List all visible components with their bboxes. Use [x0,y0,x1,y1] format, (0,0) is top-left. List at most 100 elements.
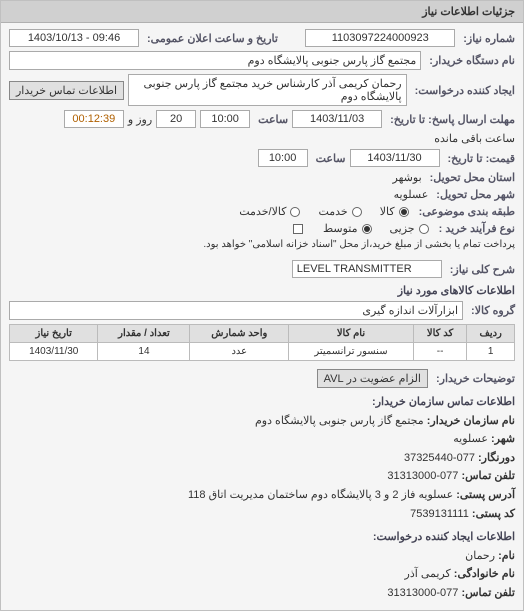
radio-icon [290,207,300,217]
type-goods-service-radio[interactable]: کالا/خدمت [239,205,302,218]
phone-label: تلفن تماس: [461,470,515,482]
city-value: عسلویه [453,433,488,445]
subject-field: LEVEL TRANSMITTER [292,260,442,278]
phone-line: تلفن تماس: 077-31313000 [9,468,515,486]
postal-value: 7539131111 [410,508,469,520]
process-small-radio[interactable]: جزیی [390,222,431,235]
postal-line: کد پستی: 7539131111 [9,506,515,524]
days-suffix: روز و [128,113,152,126]
col-code: کد کالا [413,325,467,343]
contact-buyer-button[interactable]: اطلاعات تماس خریدار [9,81,124,100]
type-service-text: خدمت [318,205,347,218]
type-goods-service-text: کالا/خدمت [239,205,286,218]
creator-lastname-value: کریمی آذر [405,568,451,580]
deadline-time-field: 10:00 [200,110,250,128]
address-value: عسلویه فاز 2 و 3 پالایشگاه دوم ساختمان م… [188,489,453,501]
process-note: پرداخت تمام یا بخشی از مبلغ خرید،از محل … [203,239,515,250]
buyer-dev-field: مجتمع گاز پارس جنوبی پالایشگاه دوم [9,51,421,70]
hour-label-1: ساعت [258,113,288,126]
type-service-radio[interactable]: خدمت [318,205,363,218]
deadline-label: مهلت ارسال پاسخ: تا تاریخ: [390,113,515,126]
row-price-until: قیمت: تا تاریخ: 1403/11/30 ساعت 10:00 [9,149,515,167]
fax-line: دورنگار: 077-37325440 [9,450,515,468]
fax-value: 077-37325440 [404,452,475,464]
creator-info-title: اطلاعات ایجاد کننده درخواست: [9,529,515,547]
announce-field: 09:46 - 1403/10/13 [9,29,139,47]
cell-code: -- [413,343,467,361]
hour-label-2: ساعت [316,152,346,165]
col-qty: تعداد / مقدار [98,325,190,343]
row-buyer-notes: توضیحات خریدار: الزام عضویت در AVL [9,369,515,388]
days-remaining-field: 20 [156,110,196,128]
contact-info-block: اطلاعات تماس سازمان خریدار: نام سازمان خ… [9,394,515,603]
col-index: ردیف [467,325,515,343]
row-delivery-city: شهر محل تحویل: عسلویه [9,188,515,201]
delivery-state-label: استان محل تحویل: [430,171,515,184]
subject-label: شرح کلی نیاز: [450,263,515,276]
creator-label: ایجاد کننده درخواست: [415,84,515,97]
col-date: تاریخ نیاز [10,325,98,343]
radio-icon [399,207,409,217]
city-label: شهر: [491,433,515,445]
address-label: آدرس پستی: [456,489,515,501]
panel-title: جزئیات اطلاعات نیاز [1,1,523,23]
form-content: شماره نیاز: 1103097224000923 تاریخ و ساع… [1,23,523,610]
price-until-label: قیمت: تا تاریخ: [448,152,515,165]
creator-phone-label: تلفن تماس: [461,587,515,599]
row-process: نوع فرآیند خرید : جزیی متوسط پرداخت تمام… [9,222,515,250]
contact-info-title: اطلاعات تماس سازمان خریدار: [9,394,515,412]
type-label: طبقه بندی موضوعی: [419,205,515,218]
countdown-field: 00:12:39 [64,110,124,128]
process-medium-radio[interactable]: متوسط [323,222,374,235]
city-line: شهر: عسلویه [9,431,515,449]
org-name-value: مجتمع گاز پارس جنوبی پالایشگاه دوم [255,415,424,427]
org-name-line: نام سازمان خریدار: مجتمع گاز پارس جنوبی … [9,413,515,431]
org-name-label: نام سازمان خریدار: [427,415,515,427]
announce-label: تاریخ و ساعت اعلان عمومی: [147,32,278,45]
deadline-date-field: 1403/11/03 [292,110,382,128]
row-subject: شرح کلی نیاز: LEVEL TRANSMITTER [9,260,515,278]
delivery-state-value: بوشهر [393,171,422,184]
address-line: آدرس پستی: عسلویه فاز 2 و 3 پالایشگاه دو… [9,487,515,505]
postal-label: کد پستی: [472,508,515,520]
avl-membership-button[interactable]: الزام عضویت در AVL [317,369,428,388]
delivery-city-value: عسلویه [394,188,429,201]
row-type: طبقه بندی موضوعی: کالا خدمت کالا/خدمت [9,205,515,218]
table-row: 1 -- سنسور ترانسمیتر عدد 14 1403/11/30 [10,343,515,361]
process-small-text: جزیی [390,222,415,235]
row-creator: ایجاد کننده درخواست: رحمان کریمی آذر کار… [9,74,515,106]
row-group: گروه کالا: ابزارآلات اندازه گیری [9,301,515,320]
col-name: نام کالا [289,325,414,343]
creator-name-value: رحمان [465,550,495,562]
group-label: گروه کالا: [471,304,515,317]
process-medium-text: متوسط [323,222,358,235]
items-table: ردیف کد کالا نام کالا واحد شمارش تعداد /… [9,324,515,361]
phone-value: 077-31313000 [387,470,458,482]
buyer-dev-label: نام دستگاه خریدار: [429,54,515,67]
type-goods-text: کالا [380,205,395,218]
table-header-row: ردیف کد کالا نام کالا واحد شمارش تعداد /… [10,325,515,343]
creator-name-line: نام: رحمان [9,548,515,566]
fax-label: دورنگار: [478,452,515,464]
group-field: ابزارآلات اندازه گیری [9,301,463,320]
creator-lastname-label: نام خانوادگی: [454,568,515,580]
radio-icon [362,224,372,234]
delivery-city-label: شهر محل تحویل: [436,188,515,201]
cell-unit: عدد [190,343,289,361]
items-section-title: اطلاعات کالاهای مورد نیاز [9,284,515,297]
cell-name: سنسور ترانسمیتر [289,343,414,361]
row-request-no: شماره نیاز: 1103097224000923 تاریخ و ساع… [9,29,515,47]
radio-icon [419,224,429,234]
row-deadline: مهلت ارسال پاسخ: تا تاریخ: 1403/11/03 سا… [9,110,515,145]
request-no-label: شماره نیاز: [463,32,515,45]
treasury-checkbox[interactable] [293,224,303,234]
creator-phone-value: 077-31313000 [387,587,458,599]
countdown-suffix: ساعت باقی مانده [434,132,515,145]
price-date-field: 1403/11/30 [350,149,440,167]
creator-name-label: نام: [498,550,515,562]
price-time-field: 10:00 [258,149,308,167]
details-panel: جزئیات اطلاعات نیاز شماره نیاز: 11030972… [0,0,524,611]
type-goods-radio[interactable]: کالا [380,205,411,218]
row-delivery-state: استان محل تحویل: بوشهر [9,171,515,184]
cell-index: 1 [467,343,515,361]
